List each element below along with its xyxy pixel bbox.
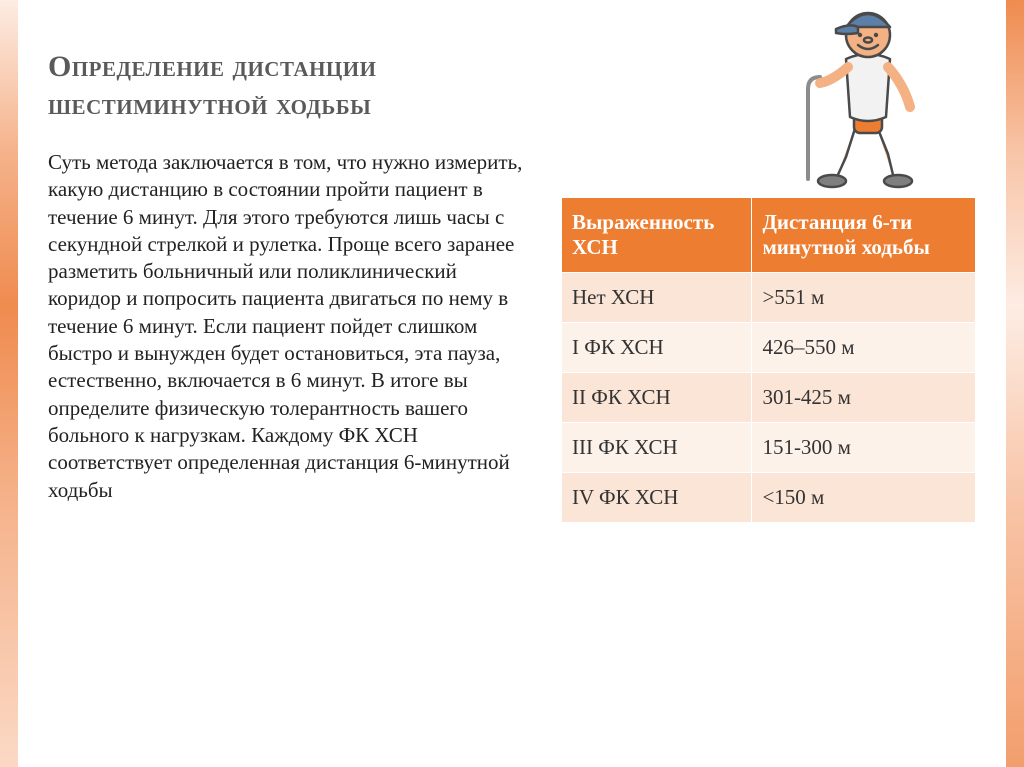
- table-header-cell: Дистанция 6-ти минутной ходьбы: [752, 198, 976, 273]
- chf-distance-table: Выраженность ХСНДистанция 6-ти минутной …: [561, 197, 976, 523]
- table-cell: >551 м: [752, 273, 976, 323]
- walking-man-icon: [776, 0, 946, 189]
- table-row: IV ФК ХСН<150 м: [562, 473, 976, 523]
- right-column: Выраженность ХСНДистанция 6-ти минутной …: [561, 149, 976, 523]
- table-body: Нет ХСН >551 мI ФК ХСН426–550 мII ФК ХСН…: [562, 273, 976, 523]
- table-cell: 151-300 м: [752, 423, 976, 473]
- table-header-row: Выраженность ХСНДистанция 6-ти минутной …: [562, 198, 976, 273]
- table-cell: <150 м: [752, 473, 976, 523]
- table-header-cell: Выраженность ХСН: [562, 198, 752, 273]
- table-cell: III ФК ХСН: [562, 423, 752, 473]
- table-cell: 426–550 м: [752, 323, 976, 373]
- table-row: Нет ХСН >551 м: [562, 273, 976, 323]
- frame-right: [1006, 0, 1024, 767]
- columns: Суть метода заключается в том, что нужно…: [48, 149, 976, 523]
- table-cell: Нет ХСН: [562, 273, 752, 323]
- body-text: Суть метода заключается в том, что нужно…: [48, 149, 533, 523]
- table-row: III ФК ХСН151-300 м: [562, 423, 976, 473]
- frame-left: [0, 0, 18, 767]
- table-cell: IV ФК ХСН: [562, 473, 752, 523]
- slide-content: Определение дистанции шестиминутной ходь…: [48, 48, 976, 749]
- table-cell: II ФК ХСН: [562, 373, 752, 423]
- table-cell: 301-425 м: [752, 373, 976, 423]
- table-row: I ФК ХСН426–550 м: [562, 323, 976, 373]
- table-row: II ФК ХСН301-425 м: [562, 373, 976, 423]
- slide-title: Определение дистанции шестиминутной ходь…: [48, 48, 568, 123]
- table-cell: I ФК ХСН: [562, 323, 752, 373]
